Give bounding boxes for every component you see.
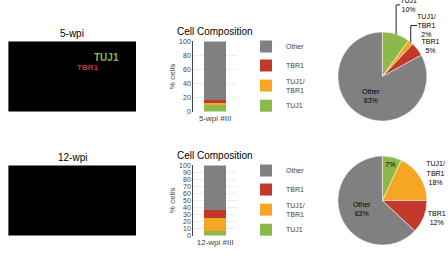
svg-text:10: 10 xyxy=(183,225,191,232)
svg-text:TUJ1: TUJ1 xyxy=(286,102,303,109)
svg-text:TUJ1/TBR118%: TUJ1/TBR118% xyxy=(426,160,445,185)
svg-text:0: 0 xyxy=(187,232,191,239)
svg-text:Other: Other xyxy=(286,43,304,50)
svg-text:Other83%: Other83% xyxy=(362,88,380,104)
svg-text:% cells: % cells xyxy=(168,188,177,213)
svg-text:80: 80 xyxy=(183,176,191,183)
svg-text:12-wpi #III: 12-wpi #III xyxy=(197,238,234,247)
svg-text:90: 90 xyxy=(183,169,191,176)
svg-text:5-wpi: 5-wpi xyxy=(60,28,84,39)
svg-text:Cell Composition: Cell Composition xyxy=(177,150,253,161)
svg-text:80: 80 xyxy=(183,52,191,59)
svg-text:TUJ1/TBR1: TUJ1/TBR1 xyxy=(286,202,305,218)
svg-text:0: 0 xyxy=(187,108,191,115)
svg-text:20: 20 xyxy=(183,94,191,101)
svg-text:Cell Composition: Cell Composition xyxy=(177,26,253,37)
svg-text:Other63%: Other63% xyxy=(353,201,371,217)
svg-text:40: 40 xyxy=(183,204,191,211)
svg-text:TBR1: TBR1 xyxy=(77,63,98,72)
svg-text:TBR15%: TBR15% xyxy=(422,38,440,54)
svg-text:TBR112%: TBR112% xyxy=(428,210,446,226)
svg-text:12-wpi: 12-wpi xyxy=(58,152,87,163)
svg-text:30: 30 xyxy=(183,211,191,218)
svg-text:70: 70 xyxy=(183,183,191,190)
svg-text:100: 100 xyxy=(179,162,191,169)
svg-text:5-wpi #III: 5-wpi #III xyxy=(199,114,231,123)
svg-text:TBR1: TBR1 xyxy=(286,186,304,193)
svg-text:40: 40 xyxy=(183,80,191,87)
svg-text:TUJ1/TBR1: TUJ1/TBR1 xyxy=(286,78,305,94)
svg-text:% cells: % cells xyxy=(168,64,177,89)
svg-text:TUJ1/TBR12%: TUJ1/TBR12% xyxy=(417,13,436,38)
svg-text:20: 20 xyxy=(183,218,191,225)
svg-text:TUJ110%: TUJ110% xyxy=(400,0,417,13)
svg-text:100: 100 xyxy=(179,38,191,45)
svg-text:TUJ1: TUJ1 xyxy=(94,52,119,63)
svg-text:7%: 7% xyxy=(385,161,395,168)
svg-text:50: 50 xyxy=(183,197,191,204)
svg-text:60: 60 xyxy=(183,190,191,197)
svg-text:60: 60 xyxy=(183,66,191,73)
svg-text:Other: Other xyxy=(286,167,304,174)
svg-text:TUJ1: TUJ1 xyxy=(286,226,303,233)
svg-text:TBR1: TBR1 xyxy=(286,62,304,69)
